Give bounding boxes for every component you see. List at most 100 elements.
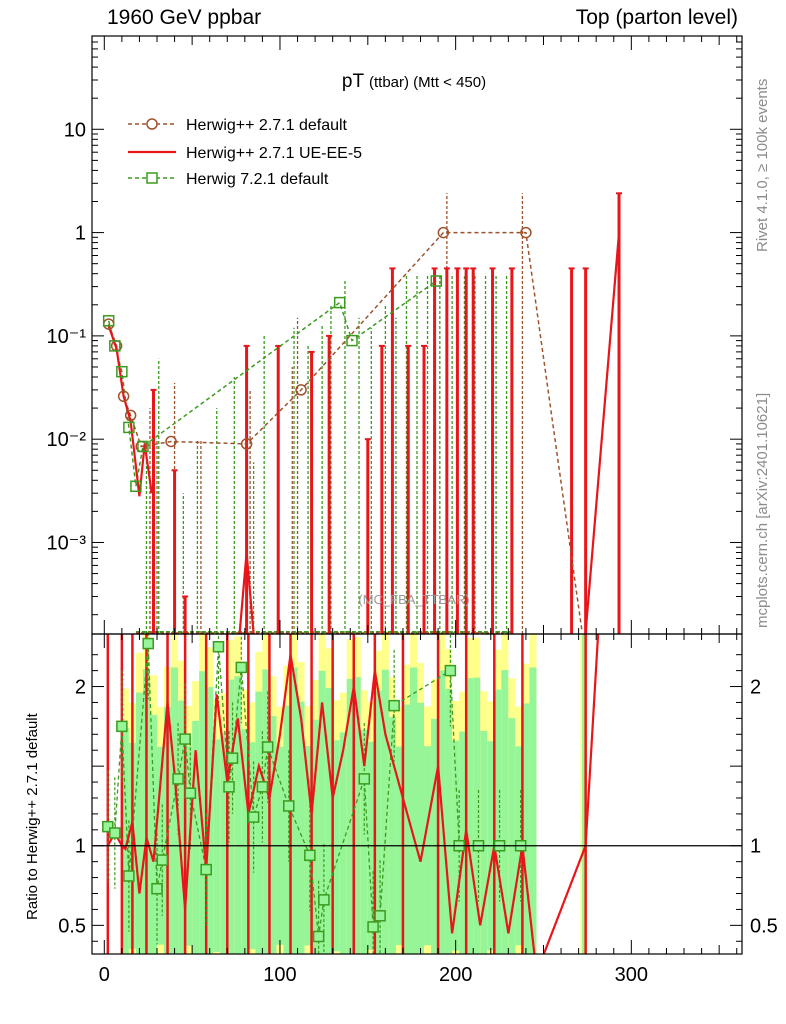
green-band-segment [234, 676, 242, 954]
herwig7-point [346, 334, 358, 347]
ratio-herwig7-point [172, 773, 184, 785]
green-band-segment [501, 670, 509, 954]
green-band-segment [311, 719, 319, 954]
green-band-segment [374, 690, 382, 954]
green-band-segment [149, 714, 157, 954]
y-tick-label: 10 [64, 119, 86, 141]
green-band-segment [227, 679, 235, 954]
ratio-y-tick-label-right: 2 [750, 677, 761, 699]
green-band-segment [121, 728, 129, 954]
legend-entry-label: Herwig 7.2.1 default [186, 171, 329, 188]
green-band-segment [360, 730, 368, 954]
ratio-herwig7-point [123, 870, 135, 882]
green-band-segment [417, 702, 425, 954]
green-band-segment [192, 720, 200, 954]
ratio-herwig7-point [223, 781, 235, 793]
green-band-segment [178, 700, 186, 954]
main-plot-series [102, 192, 623, 634]
ratio-herwig7-point [184, 787, 197, 799]
green-band-segment [297, 701, 305, 954]
herwig-default-point [520, 226, 532, 239]
legend-circle-marker [146, 118, 158, 130]
ratio-herwig7-point [444, 664, 457, 677]
green-band-segment [283, 705, 291, 954]
ratio-herwig7-point [235, 661, 248, 674]
ratio-herwig7-point [367, 921, 379, 933]
ratio-herwig7-point [226, 752, 239, 764]
herwig7-point [102, 315, 115, 327]
legend-square-marker [146, 172, 158, 184]
green-band-segment [508, 718, 516, 954]
herwig7-point [116, 365, 128, 378]
legend-entry-label: Herwig++ 2.7.1 UE-EE-5 [186, 145, 362, 162]
ratio-herwig7-point [256, 781, 269, 793]
green-band-segment [409, 667, 417, 954]
ratio-herwig7-point [388, 699, 400, 712]
ratio-herwig7-point [212, 640, 225, 653]
green-band-segment [220, 733, 228, 954]
herwig7-point [333, 296, 346, 309]
green-band-segment [339, 732, 347, 954]
ratio-y-tick-label: 0.5 [58, 915, 86, 937]
green-band-segment [381, 669, 389, 954]
ratio-herwig7-point [102, 820, 114, 833]
x-tick-label: 0 [99, 964, 110, 986]
green-band-segment [262, 669, 270, 954]
header-left-label: 1960 GeV ppbar [107, 6, 262, 29]
x-tick-label: 100 [263, 964, 296, 986]
axis-labels: 10⁻³ 10⁻² 10⁻¹ 1 10 0.5 0.5 1 1 2 2 0 100 200 300 pT (t… [47, 71, 778, 986]
x-tick-label: 300 [615, 964, 648, 986]
ratio-herwig7-point [283, 800, 295, 812]
herwig7-point [123, 421, 135, 434]
axes [91, 35, 743, 955]
header-right-label: Top (parton level) [575, 6, 738, 29]
ratio-herwig7-point [200, 863, 212, 876]
legend: Herwig++ 2.7.1 default Herwig++ 2.7.1 UE-… [128, 117, 362, 188]
ratio-herwig7-point [179, 733, 191, 745]
ratio-herwig7-point [151, 882, 163, 895]
ratio-herwig7-point [312, 930, 325, 943]
herwig7-point [137, 440, 149, 453]
ratio-herwig7-point [374, 910, 386, 922]
green-band-segment [318, 670, 326, 954]
green-band-segment [445, 688, 453, 954]
green-band-segment [171, 667, 179, 954]
herwig7-point [430, 275, 443, 287]
ratio-herwig7-point [318, 894, 330, 906]
herwig7-point [109, 340, 121, 352]
ratio-herwig7-point [261, 741, 274, 753]
y-tick-label: 1 [75, 223, 86, 245]
y-tick-label: 10⁻² [47, 429, 87, 451]
green-band-segment [431, 718, 439, 954]
green-band-segment [353, 676, 361, 954]
ratio-herwig7-point [109, 827, 121, 839]
green-band-segment [199, 671, 207, 954]
herwig-ue-line [584, 232, 621, 633]
ratio-herwig7-point [142, 637, 154, 650]
green-band-segment [466, 678, 474, 954]
green-band-segment [529, 667, 537, 954]
analysis-watermark: (MC_FBA_TTBAR) [358, 592, 469, 607]
herwig-default-point [437, 226, 450, 239]
herwig-default-point [165, 435, 177, 448]
green-band-segment [473, 677, 481, 954]
ratio-herwig7-point [116, 720, 128, 733]
green-band-segment [582, 634, 586, 954]
herwig-default-point [117, 390, 130, 403]
green-band-segment [135, 692, 143, 954]
ratio-plot-series [92, 634, 742, 954]
ratio-herwig7-point [358, 773, 371, 785]
herwig7-line [107, 280, 437, 487]
herwig-ue-line [238, 552, 255, 634]
green-band-segment [388, 717, 396, 954]
ratio-herwig7-point [247, 811, 260, 823]
green-band-segment [346, 678, 354, 954]
legend-entry-label: Herwig++ 2.7.1 default [186, 117, 348, 134]
plot-title: pT (ttbar) (Mtt < 450) [342, 71, 486, 92]
green-band-segment [402, 704, 410, 954]
green-band-segment [269, 716, 277, 954]
green-band-segment [325, 688, 333, 954]
herwig-default-point [240, 438, 253, 450]
green-band-segment [241, 729, 249, 954]
